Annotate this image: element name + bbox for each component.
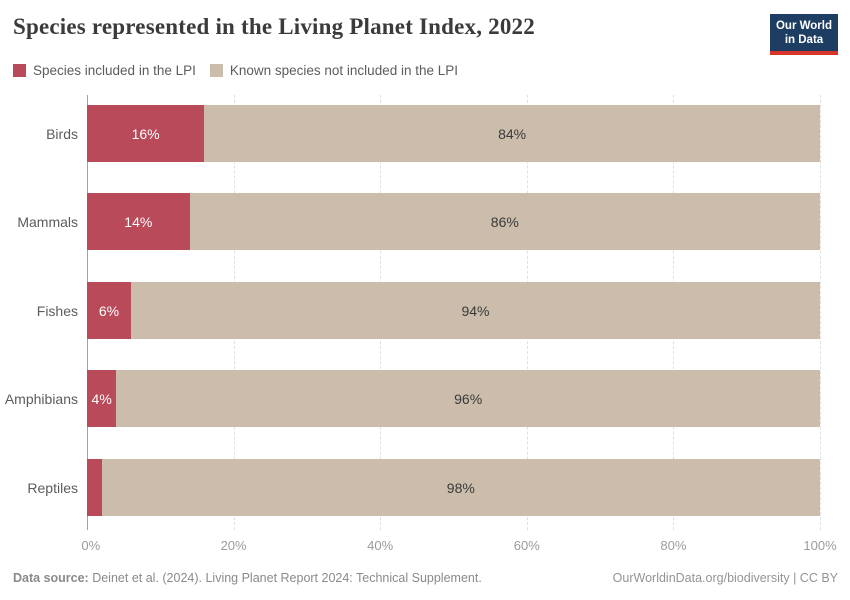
bar-row-fishes: Fishes 6% 94% (37, 282, 820, 339)
bar-segment-not-lpi: 96% (116, 370, 820, 427)
x-tick-label: 100% (803, 538, 837, 553)
chart-footer: Data source: Deinet et al. (2024). Livin… (13, 571, 838, 585)
bar-value-label: 16% (131, 125, 160, 142)
bar-value-label: 84% (498, 125, 527, 142)
bar-segment-not-lpi: 84% (204, 105, 820, 162)
bar-segment-lpi: 6% (87, 282, 131, 339)
data-source-text: Deinet et al. (2024). Living Planet Repo… (88, 571, 482, 585)
bar-segment-lpi: 16% (87, 105, 205, 162)
bar-segment-not-lpi: 94% (130, 282, 820, 339)
bar-row-reptiles: Reptiles 98% (27, 459, 820, 516)
bar-segment-not-lpi: 86% (189, 193, 820, 250)
x-tick-label: 20% (220, 538, 247, 553)
legend-item-not-included: Known species not included in the LPI (209, 63, 459, 78)
bar-segment-lpi: 14% (87, 193, 190, 250)
legend-label-not-included: Known species not included in the LPI (229, 63, 459, 78)
gridline (820, 95, 821, 530)
x-tick-label: 60% (513, 538, 540, 553)
owid-logo-line2: in Data (784, 34, 824, 46)
bar-segment-not-lpi: 98% (101, 459, 820, 516)
x-tick-label: 40% (367, 538, 394, 553)
category-label: Amphibians (4, 390, 78, 407)
x-tick-label: 80% (660, 538, 687, 553)
category-label: Reptiles (27, 479, 78, 496)
category-label: Mammals (17, 213, 78, 230)
bar-value-label: 4% (91, 390, 112, 407)
page-title: Species represented in the Living Planet… (13, 14, 535, 39)
legend: Species included in the LPI Known specie… (13, 63, 458, 78)
footer-link[interactable]: OurWorldinData.org/biodiversity | CC BY (612, 571, 838, 585)
bar-value-label: 96% (454, 390, 483, 407)
category-label: Fishes (36, 302, 78, 319)
bar-row-amphibians: Amphibians 4% 96% (5, 370, 820, 427)
legend-swatch-included-icon (13, 64, 26, 77)
legend-label-included: Species included in the LPI (33, 63, 196, 78)
x-tick-label: 0% (81, 538, 101, 553)
legend-item-included: Species included in the LPI (13, 63, 196, 78)
bar-value-label: 94% (461, 302, 490, 319)
data-source-note: Data source: Deinet et al. (2024). Livin… (13, 571, 482, 585)
legend-swatch-not-included-icon (209, 64, 223, 77)
bar-value-label: 86% (490, 213, 519, 230)
bar-value-label: 14% (124, 213, 153, 230)
data-source-label: Data source: (13, 571, 89, 585)
category-label: Birds (46, 125, 78, 142)
bar-value-label: 98% (446, 479, 475, 496)
plot-area: 0% 20% 40% 60% 80% 100% Birds 16% 84% Mammals 14% 8… (5, 95, 837, 553)
bar-segment-lpi: 4% (87, 370, 117, 427)
bar-segment-lpi (87, 459, 102, 516)
owid-logo[interactable]: Our World in Data (770, 14, 838, 55)
bar-value-label: 6% (98, 302, 120, 319)
bar-row-mammals: Mammals 14% 86% (17, 193, 820, 250)
bar-row-birds: Birds 16% 84% (46, 105, 820, 162)
owid-logo-line1: Our World (775, 20, 832, 32)
